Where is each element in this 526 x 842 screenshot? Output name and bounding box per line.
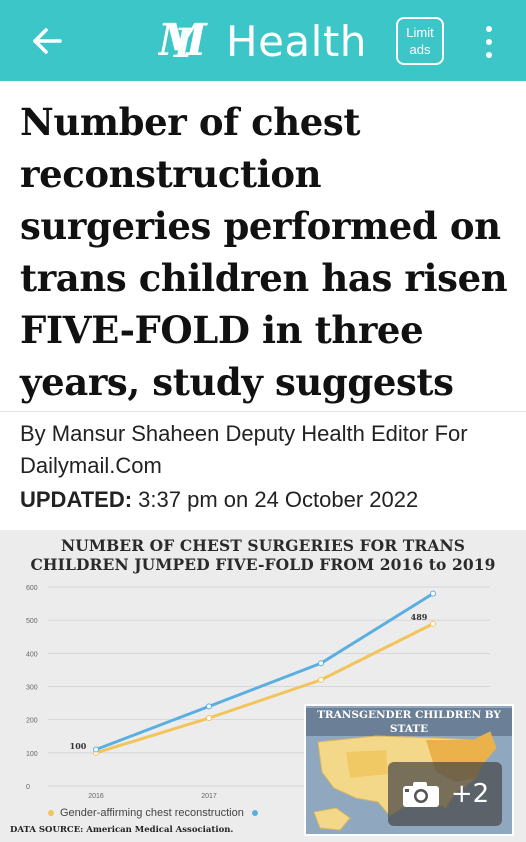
headline-divider [0, 411, 526, 412]
data-label: 100 [70, 741, 87, 751]
extra-photos-count: +2 [450, 779, 490, 809]
chart-title-line2: CHILDREN JUMPED FIVE-FOLD FROM 2016 to 2… [30, 555, 496, 574]
kebab-dot [486, 39, 492, 45]
legend-label: Gender-affirming chest reconstruction [60, 807, 244, 819]
chart-legend: Gender-affirming chest reconstruction [48, 807, 264, 819]
data-source-note: DATA SOURCE: American Medical Associatio… [10, 825, 234, 835]
series-0-point [430, 620, 436, 627]
article-graphic[interactable]: NUMBER OF CHEST SURGERIES FOR TRANS CHIL… [0, 530, 526, 842]
series-1-point [430, 590, 436, 597]
legend-swatch-blue [251, 810, 258, 816]
back-arrow-icon[interactable] [30, 26, 64, 56]
series-1-point [318, 660, 324, 667]
article-byline[interactable]: By Mansur Shaheen Deputy Health Editor F… [20, 421, 468, 478]
limit-ads-label-line1: Limit [406, 25, 434, 40]
more-options-icon[interactable] [482, 26, 496, 58]
article-headline: Number of chest reconstruction surgeries… [20, 100, 508, 404]
kebab-dot [486, 26, 492, 32]
series-1-point [206, 703, 212, 710]
y-tick-label: 400 [26, 651, 38, 658]
camera-icon [402, 782, 439, 807]
series-0-point [206, 715, 212, 722]
updated-value: 3:37 pm on 24 October 2022 [138, 487, 419, 512]
x-tick-label: 2017 [201, 793, 217, 800]
photo-gallery-overlay[interactable]: +2 [388, 762, 502, 826]
updated-label: UPDATED: [20, 487, 133, 512]
y-tick-label: 100 [26, 751, 38, 758]
series-line-0 [95, 622, 434, 755]
series-1-point [93, 746, 99, 753]
brand-logo[interactable]: M I Health [156, 15, 367, 68]
y-tick-label: 200 [26, 718, 38, 725]
chart-title: NUMBER OF CHEST SURGERIES FOR TRANS CHIL… [0, 536, 526, 574]
x-tick-label: 2016 [88, 793, 104, 800]
kebab-dot [486, 52, 492, 58]
data-label: 489 [411, 612, 428, 622]
y-tick-label: 600 [26, 585, 38, 592]
y-tick-label: 300 [26, 685, 38, 692]
series-line-1 [95, 592, 434, 751]
map-title: TRANSGENDER CHILDREN BY STATE [306, 708, 512, 736]
limit-ads-label-line2: ads [409, 42, 431, 57]
legend-swatch-yellow [48, 810, 54, 816]
y-tick-label: 0 [26, 784, 30, 791]
updated-timestamp: UPDATED: 3:37 pm on 24 October 2022 [20, 484, 418, 516]
chart-title-line1: NUMBER OF CHEST SURGERIES FOR TRANS [60, 536, 466, 555]
limit-ads-button[interactable]: Limit ads [396, 17, 444, 65]
top-app-bar: M I Health Limit ads [0, 0, 526, 81]
brand-section-name: Health [226, 17, 367, 66]
series-0-point [318, 676, 324, 683]
daily-mail-m-icon: M I [156, 15, 216, 68]
y-tick-label: 500 [26, 618, 38, 625]
